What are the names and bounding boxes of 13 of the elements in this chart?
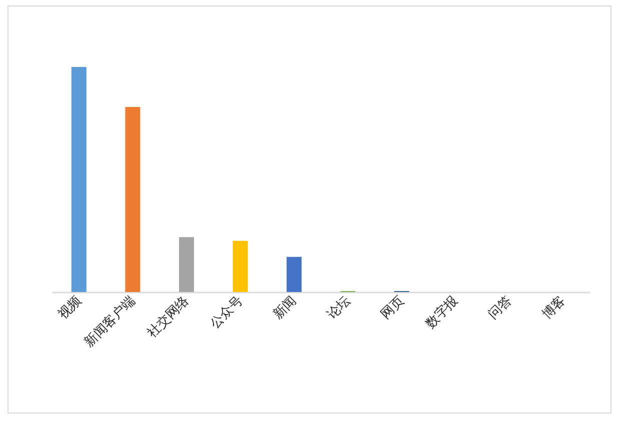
x-tick-label: 问答 — [486, 294, 515, 323]
x-tick-label: 公众号 — [208, 294, 246, 332]
x-tick-label: 网页 — [378, 294, 408, 323]
bar — [179, 237, 194, 292]
x-tick-label: 博客 — [539, 292, 569, 323]
bar — [71, 67, 86, 292]
bar — [286, 256, 302, 292]
x-tick-label: 数字报 — [422, 292, 462, 332]
x-tick-label: 社交网络 — [144, 292, 192, 341]
x-tick-label: 论坛 — [324, 294, 354, 323]
bar — [232, 240, 248, 292]
bar — [125, 107, 140, 292]
x-tick-label: 新闻 — [270, 294, 300, 323]
